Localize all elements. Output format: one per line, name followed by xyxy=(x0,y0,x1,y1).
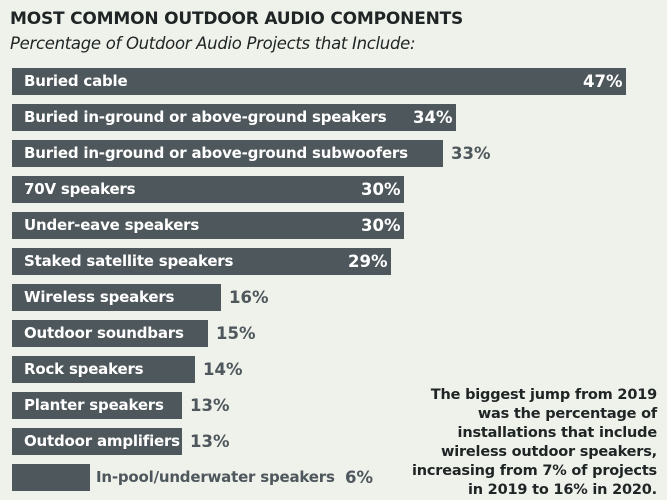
category-label: Outdoor soundbars xyxy=(24,324,184,342)
value-label: 30% xyxy=(361,216,401,235)
value-label: 16% xyxy=(229,288,269,307)
category-label: In-pool/underwater speakers xyxy=(96,468,335,486)
category-label: Buried in-ground or above-ground speaker… xyxy=(24,108,387,126)
bar-8 xyxy=(12,356,195,383)
value-label: 29% xyxy=(348,252,388,271)
bar-6 xyxy=(12,284,221,311)
bar-7 xyxy=(12,320,208,347)
bar-2 xyxy=(12,140,443,167)
value-label: 14% xyxy=(203,360,243,379)
annotation-text: The biggest jump from 2019 was the perce… xyxy=(411,387,657,498)
value-label: 34% xyxy=(413,108,453,127)
bar-9 xyxy=(12,392,182,419)
category-label: Planter speakers xyxy=(24,396,164,414)
bar-10 xyxy=(12,428,182,455)
bar-4 xyxy=(12,212,404,239)
category-label: Buried cable xyxy=(24,72,128,90)
bar-0 xyxy=(12,68,626,95)
category-label: Under-eave speakers xyxy=(24,216,200,234)
value-label: 6% xyxy=(345,468,374,487)
bar-3 xyxy=(12,176,404,203)
value-label: 13% xyxy=(190,432,230,451)
category-label: 70V speakers xyxy=(24,180,136,198)
bar-11 xyxy=(12,464,90,491)
category-label: Staked satellite speakers xyxy=(24,252,234,270)
value-label: 13% xyxy=(190,396,230,415)
category-label: Outdoor amplifiers xyxy=(24,432,180,450)
value-label: 15% xyxy=(216,324,256,343)
chart-subtitle: Percentage of Outdoor Audio Projects tha… xyxy=(10,34,416,53)
category-label: Rock speakers xyxy=(24,360,144,378)
value-label: 30% xyxy=(361,180,401,199)
value-label: 47% xyxy=(583,72,623,91)
chart-title: MOST COMMON OUTDOOR AUDIO COMPONENTS xyxy=(10,9,464,29)
value-label: 33% xyxy=(451,144,491,163)
category-label: Wireless speakers xyxy=(24,288,175,306)
category-label: Buried in-ground or above-ground subwoof… xyxy=(24,144,408,162)
bar-5 xyxy=(12,248,391,275)
bar-1 xyxy=(12,104,456,131)
